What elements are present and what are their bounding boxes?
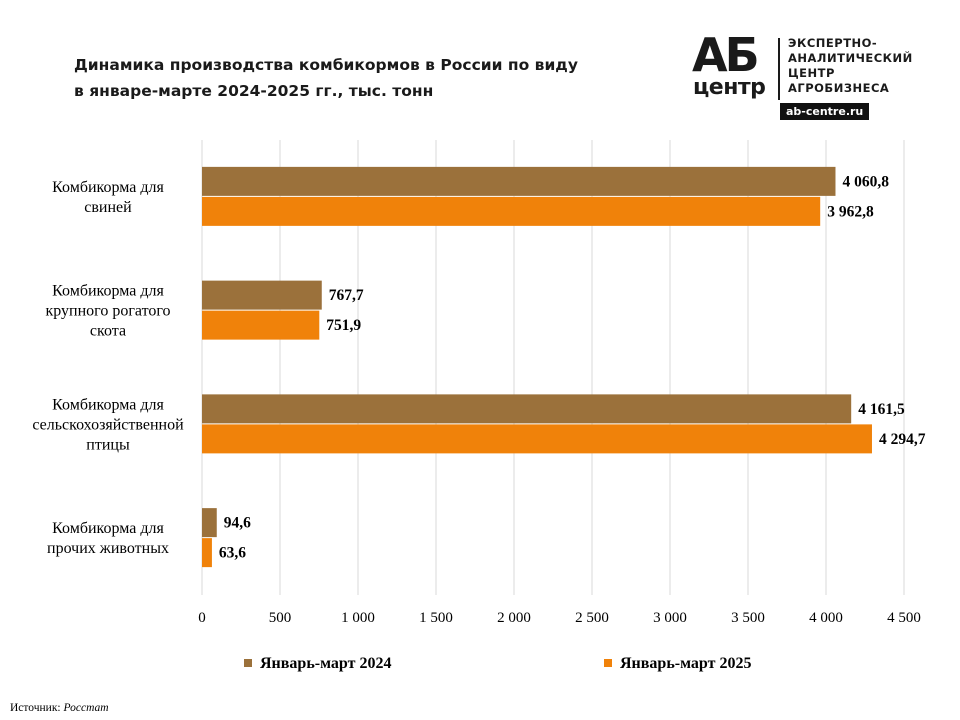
category-label: прочих животных [47,540,169,557]
bar [202,508,217,538]
logo-line-1: ЭКСПЕРТНО- [788,36,878,50]
category-label: птицы [86,436,130,453]
x-tick-label: 2 000 [497,610,531,626]
category-label: Комбикорма для [52,396,164,413]
logo-mark: АБ центр [692,30,776,100]
logo-line-4: АГРОБИЗНЕСА [788,81,890,95]
x-tick-label: 4 500 [887,610,921,626]
x-tick-label: 3 000 [653,610,687,626]
logo-mark-bottom: центр [693,75,766,100]
chart-title: Динамика производства комбикормов в Росс… [74,52,634,104]
bar [202,166,836,196]
logo-mark-top: АБ [692,28,760,82]
x-tick-label: 1 500 [419,610,453,626]
data-label: 63,6 [219,545,246,562]
legend-label-2024: Январь-март 2024 [260,655,392,672]
legend-item-2025: Январь-март 2025 [604,655,751,673]
legend-item-2024: Январь-март 2024 [244,655,391,673]
data-label: 751,9 [326,317,361,334]
x-tick-label: 1 000 [341,610,375,626]
data-label: 4 060,8 [842,173,889,190]
data-label: 4 161,5 [858,401,905,418]
x-tick-label: 500 [269,610,292,626]
ab-centre-logo: АБ центр ЭКСПЕРТНО- АНАЛИТИЧЕСКИЙ ЦЕНТР … [692,30,932,122]
category-label: Комбикорма для [52,520,164,537]
bar [202,310,320,340]
legend-swatch-2025 [604,659,612,668]
chart-title-line-1: Динамика производства комбикормов в Росс… [74,56,578,74]
source-value: Росстат [63,702,109,714]
x-tick-label: 2 500 [575,610,609,626]
data-label: 94,6 [224,515,251,532]
x-tick-label: 3 500 [731,610,765,626]
logo-site: ab-centre.ru [780,103,870,120]
logo-text: ЭКСПЕРТНО- АНАЛИТИЧЕСКИЙ ЦЕНТР АГРОБИЗНЕ… [788,36,913,96]
source-label: Источник: [10,702,61,714]
x-tick-label: 4 000 [809,610,843,626]
category-label: Комбикорма для [52,283,164,300]
category-label: крупного рогатого [45,303,170,320]
bar [202,424,872,454]
chart-title-line-2: в январе-марте 2024-2025 гг., тыс. тонн [74,82,434,100]
data-label: 767,7 [329,287,364,304]
category-label: сельскохозяйственной [32,416,184,433]
bar [202,538,212,568]
bar [202,196,821,226]
category-label: скота [90,323,126,340]
x-tick-label: 0 [198,610,206,626]
data-label: 4 294,7 [879,431,926,448]
logo-line-2: АНАЛИТИЧЕСКИЙ [788,51,913,65]
legend-swatch-2024 [244,659,252,668]
category-label: Комбикорма для [52,179,164,196]
logo-line-3: ЦЕНТР [788,66,835,80]
logo-divider [778,38,780,100]
legend-label-2025: Январь-март 2025 [620,655,752,672]
category-label: свиней [84,199,132,216]
source-note: Источник: Росстат [10,702,109,714]
bar [202,280,322,310]
data-label: 3 962,8 [827,203,874,220]
bar [202,394,852,424]
